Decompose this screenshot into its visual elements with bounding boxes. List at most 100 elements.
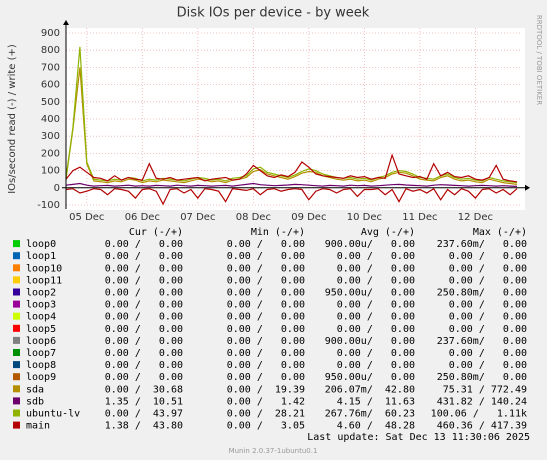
legend-swatch (13, 252, 20, 260)
legend-value: 75.31 / 772.49 (443, 384, 527, 395)
legend-value: 0.00 / 0.00 (105, 360, 183, 371)
legend-value: 0.00 / 30.68 (105, 384, 183, 395)
x-tick-label: 07 Dec (180, 212, 215, 223)
y-tick-label: 400 (41, 114, 60, 125)
legend-value: 237.60m/ 0.00 (437, 336, 527, 347)
legend-swatch (13, 300, 20, 308)
legend-value: 0.00 / 0.00 (337, 251, 415, 262)
legend-value: 0.00 / 0.00 (337, 360, 415, 371)
legend-value: 0.00 / 0.00 (227, 312, 305, 323)
legend-name: main (26, 421, 50, 432)
legend-value: 4.15 / 11.63 (337, 396, 415, 407)
legend-name: loop10 (26, 263, 62, 274)
x-tick-label: 05 Dec (69, 212, 104, 223)
legend-value: 0.00 / 0.00 (227, 336, 305, 347)
last-update: Last update: Sat Dec 13 11:30:06 2025 (307, 432, 530, 443)
legend-value: 0.00 / 0.00 (337, 324, 415, 335)
legend-value: 0.00 / 0.00 (337, 300, 415, 311)
x-axis-arrow (525, 184, 530, 191)
footer: Munin 2.0.37-1ubuntu0.1 (229, 447, 318, 455)
legend-swatch (13, 349, 20, 356)
legend-value: 0.00 / 0.00 (105, 251, 183, 262)
legend-value: 0.00 / 0.00 (105, 336, 183, 347)
legend-value: 900.00u/ 0.00 (325, 239, 415, 250)
legend-swatch (13, 264, 20, 272)
y-tick-label: 600 (41, 80, 60, 91)
legend-value: 0.00 / 0.00 (105, 239, 183, 250)
legend-value: 0.00 / 28.21 (227, 409, 305, 420)
legend-value: 0.00 / 0.00 (449, 275, 527, 286)
legend-value: 0.00 / 0.00 (227, 372, 305, 383)
legend-value: 950.00u/ 0.00 (325, 372, 415, 383)
legend-value: 460.36 / 417.39 (437, 421, 527, 432)
legend-value: 0.00 / 0.00 (449, 251, 527, 262)
legend-value: 0.00 / 0.00 (105, 312, 183, 323)
legend-name: loop0 (26, 239, 56, 250)
legend-value: 0.00 / 0.00 (449, 300, 527, 311)
y-axis-arrow (63, 20, 69, 25)
legend-value: 0.00 / 3.05 (227, 421, 305, 432)
legend-value: 0.00 / 0.00 (449, 348, 527, 359)
x-tick-label: 12 Dec (458, 212, 493, 223)
legend-value: 0.00 / 0.00 (227, 360, 305, 371)
legend-swatch (13, 385, 20, 393)
legend-value: 0.00 / 0.00 (337, 348, 415, 359)
legend-header: Min (-/+) (251, 227, 305, 238)
y-tick-label: 800 (41, 45, 60, 56)
legend-value: 237.60m/ 0.00 (437, 239, 527, 250)
legend-value: 0.00 / 0.00 (227, 348, 305, 359)
legend-name: loop11 (26, 275, 62, 286)
legend-swatch (13, 421, 20, 429)
legend-swatch (13, 276, 20, 284)
y-tick-label: 500 (41, 97, 60, 108)
legend-value: 100.06 / 1.11k (431, 409, 527, 420)
legend-swatch (13, 240, 20, 248)
legend-value: 0.00 / 0.00 (227, 251, 305, 262)
legend-value: 206.07m/ 42.80 (325, 384, 415, 395)
legend-value: 0.00 / 0.00 (105, 372, 183, 383)
legend-value: 0.00 / 19.39 (227, 384, 305, 395)
legend-name: loop1 (26, 251, 56, 262)
legend-value: 250.80m/ 0.00 (437, 288, 527, 299)
legend-swatch (13, 409, 20, 417)
legend-value: 0.00 / 0.00 (337, 275, 415, 286)
x-tick-label: 09 Dec (291, 212, 326, 223)
x-tick-label: 11 Dec (402, 212, 437, 223)
legend-value: 0.00 / 1.42 (227, 396, 305, 407)
legend-name: loop4 (26, 312, 56, 323)
legend-value: 0.00 / 0.00 (449, 324, 527, 335)
legend-value: 4.60 / 48.28 (337, 421, 415, 432)
legend-name: sdb (26, 396, 44, 407)
legend-value: 0.00 / 0.00 (105, 348, 183, 359)
legend-name: ubuntu-lv (26, 409, 80, 420)
legend-value: 1.38 / 43.80 (105, 421, 183, 432)
legend-value: 0.00 / 0.00 (227, 239, 305, 250)
legend-value: 0.00 / 43.97 (105, 409, 183, 420)
legend-header: Max (-/+) (473, 227, 527, 238)
legend-value: 900.00u/ 0.00 (325, 336, 415, 347)
legend-header: Cur (-/+) (129, 227, 183, 238)
legend-value: 0.00 / 0.00 (227, 288, 305, 299)
legend-name: loop5 (26, 324, 56, 335)
series-line (65, 67, 518, 185)
legend-value: 950.00u/ 0.00 (325, 288, 415, 299)
legend-swatch (13, 312, 20, 320)
legend-value: 0.00 / 0.00 (105, 288, 183, 299)
legend-name: sda (26, 384, 44, 395)
legend-value: 0.00 / 0.00 (227, 300, 305, 311)
legend-swatch (13, 397, 20, 405)
y-tick-label: 200 (41, 148, 60, 159)
y-tick-label: -100 (37, 200, 60, 211)
legend-name: loop8 (26, 360, 56, 371)
legend-name: loop9 (26, 372, 56, 383)
legend-name: loop2 (26, 288, 56, 299)
x-tick-label: 08 Dec (236, 212, 271, 223)
legend-value: 0.00 / 0.00 (449, 360, 527, 371)
y-tick-label: 300 (41, 131, 60, 142)
chart-title: Disk IOs per device - by week (177, 6, 370, 21)
legend-value: 0.00 / 0.00 (337, 263, 415, 274)
legend-name: loop6 (26, 336, 56, 347)
legend-value: 0.00 / 0.00 (227, 324, 305, 335)
